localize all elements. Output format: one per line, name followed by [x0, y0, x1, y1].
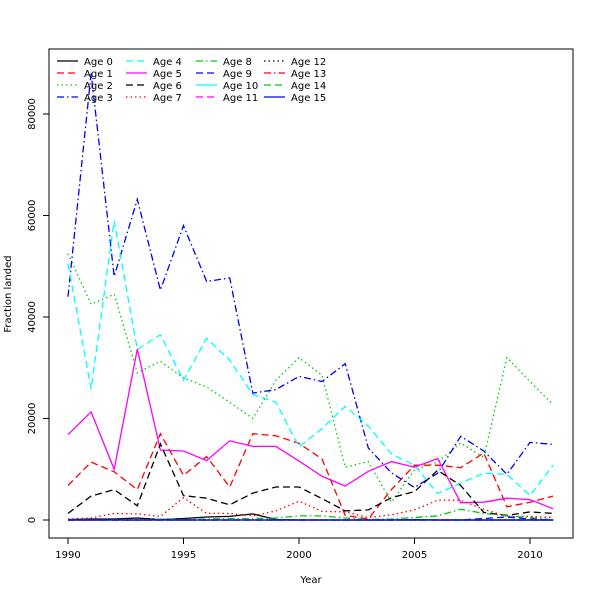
- legend-label: Age 6: [153, 81, 182, 92]
- series-line-age-5: [67, 348, 554, 510]
- legend-label: Age 14: [291, 81, 326, 92]
- series-line-age-7: [67, 496, 554, 520]
- legend-label: Age 10: [223, 81, 258, 92]
- legend-label: Age 3: [84, 93, 113, 104]
- x-tick-label: 1995: [171, 550, 196, 561]
- series-layer: [67, 73, 554, 521]
- series-line-age-1: [67, 432, 554, 520]
- series-line-age-4: [67, 220, 554, 497]
- y-tick-label: 20000: [27, 403, 38, 435]
- legend-label: Age 12: [291, 57, 326, 68]
- legend-label: Age 1: [84, 69, 113, 80]
- legend-label: Age 7: [153, 93, 182, 104]
- legend-label: Age 9: [223, 69, 252, 80]
- legend-label: Age 13: [291, 69, 326, 80]
- x-tick-label: 2005: [402, 550, 427, 561]
- x-tick-label: 2000: [286, 550, 311, 561]
- legend-label: Age 15: [291, 93, 326, 104]
- x-axis: 1990 1995 2000 2005 2010: [55, 537, 543, 561]
- legend-label: Age 0: [84, 57, 113, 68]
- legend-label: Age 5: [153, 69, 182, 80]
- y-tick-label: 0: [27, 517, 38, 523]
- x-axis-label: Year: [299, 575, 322, 586]
- legend-label: Age 2: [84, 81, 113, 92]
- x-tick-label: 2010: [517, 550, 542, 561]
- series-line-age-3: [67, 73, 554, 489]
- y-tick-label: 40000: [27, 301, 38, 333]
- series-line-age-2: [67, 253, 554, 504]
- legend-label: Age 4: [153, 57, 182, 68]
- y-axis: 0 20000 40000 60000 80000: [27, 98, 50, 523]
- legend-label: Age 8: [223, 57, 252, 68]
- y-axis-label: Fraction landed: [3, 255, 14, 332]
- y-tick-label: 60000: [27, 200, 38, 232]
- x-tick-label: 1990: [55, 550, 80, 561]
- legend-label: Age 11: [223, 93, 258, 104]
- series-line-age-8: [68, 508, 554, 521]
- y-tick-label: 80000: [27, 98, 38, 130]
- series-line-age-6: [67, 442, 554, 517]
- plot-frame: [48, 48, 574, 539]
